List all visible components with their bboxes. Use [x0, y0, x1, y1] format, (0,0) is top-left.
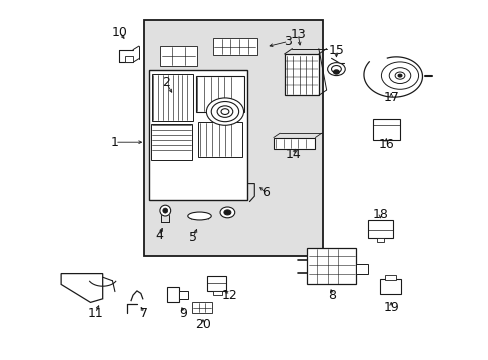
Circle shape: [331, 66, 341, 73]
Bar: [273, 138, 315, 149]
Bar: [179, 291, 187, 299]
Circle shape: [381, 62, 418, 89]
Text: 12: 12: [222, 289, 237, 302]
Text: 18: 18: [372, 208, 387, 221]
Text: 19: 19: [383, 301, 398, 314]
Bar: [306, 248, 355, 284]
Bar: [167, 287, 179, 302]
Bar: [212, 291, 221, 295]
Ellipse shape: [160, 205, 170, 216]
Text: 2: 2: [162, 76, 170, 89]
Text: 13: 13: [290, 28, 305, 41]
Circle shape: [217, 106, 232, 117]
Bar: [367, 220, 392, 238]
Ellipse shape: [163, 208, 167, 213]
Circle shape: [333, 70, 339, 74]
Bar: [206, 276, 226, 291]
Bar: [144, 20, 322, 256]
Circle shape: [206, 98, 243, 125]
Text: 11: 11: [87, 307, 103, 320]
Text: 20: 20: [195, 318, 210, 330]
Bar: [195, 76, 244, 112]
Text: 4: 4: [155, 229, 163, 242]
Circle shape: [327, 63, 345, 76]
Bar: [198, 122, 242, 157]
Ellipse shape: [187, 212, 211, 220]
Circle shape: [220, 207, 234, 218]
Bar: [212, 38, 256, 55]
Circle shape: [394, 72, 404, 79]
Circle shape: [221, 109, 228, 114]
Text: 3: 3: [284, 35, 292, 48]
Text: 17: 17: [383, 91, 398, 104]
Bar: [191, 302, 212, 313]
Circle shape: [388, 68, 410, 84]
Bar: [385, 275, 395, 280]
Text: 16: 16: [378, 138, 393, 150]
Text: 10: 10: [112, 26, 127, 39]
Bar: [380, 279, 400, 294]
Text: 1: 1: [111, 136, 119, 149]
Bar: [149, 70, 246, 200]
Bar: [150, 124, 192, 160]
Bar: [125, 56, 133, 62]
Circle shape: [211, 102, 238, 122]
Circle shape: [224, 210, 230, 215]
Bar: [160, 46, 196, 66]
Bar: [372, 119, 399, 140]
Text: 6: 6: [262, 186, 270, 199]
Polygon shape: [61, 274, 102, 302]
Text: 8: 8: [328, 289, 336, 302]
Text: 9: 9: [179, 307, 187, 320]
Bar: [355, 264, 367, 274]
Text: 5: 5: [189, 231, 197, 244]
Bar: [284, 54, 318, 95]
Bar: [151, 74, 193, 121]
Text: 15: 15: [328, 44, 344, 57]
Circle shape: [397, 74, 401, 77]
Text: 14: 14: [285, 148, 301, 161]
Text: 7: 7: [140, 307, 148, 320]
Bar: [376, 238, 384, 242]
